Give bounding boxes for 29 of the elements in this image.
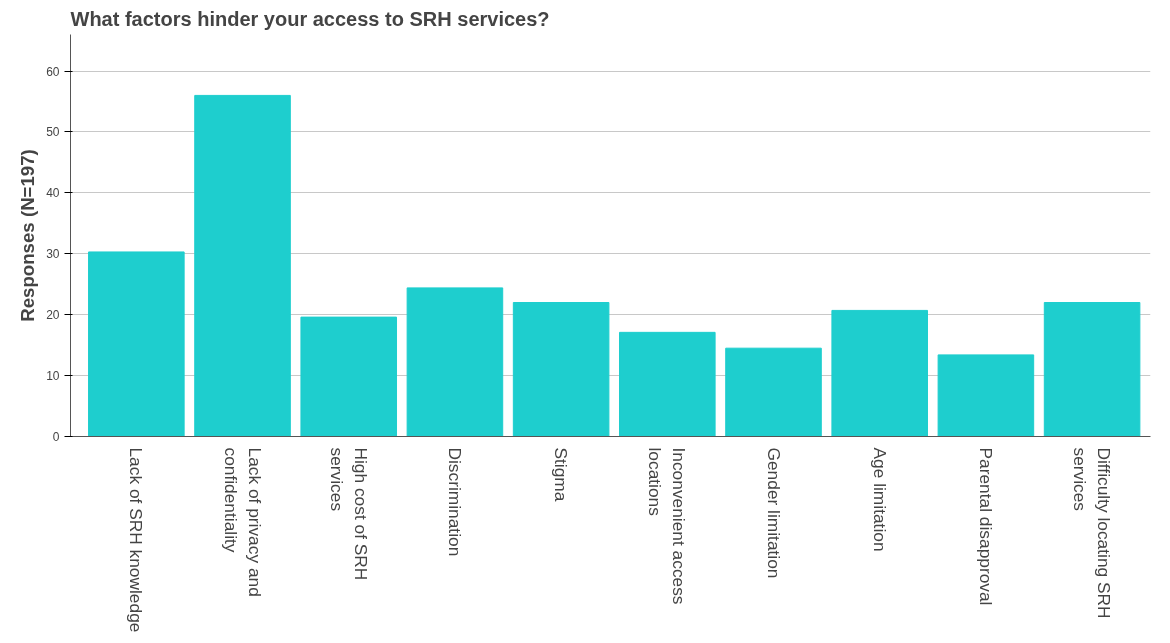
y-tick-label: 0 (52, 430, 60, 444)
x-tick-label: Discrimination (444, 447, 465, 557)
x-tick-label: Parental disapproval (975, 447, 996, 606)
bar (937, 354, 1035, 437)
y-tick-label: 60 (46, 64, 60, 79)
x-tick-label: Gender limitation (763, 447, 784, 579)
bar (831, 309, 928, 437)
bar (1043, 302, 1141, 437)
x-tick-label: Stigma (551, 447, 572, 502)
y-tick-label: 50 (46, 125, 60, 140)
y-axis-title: Responses (N=197) (17, 149, 39, 322)
x-tick-label: Difficulty locating SRH services (1070, 447, 1115, 619)
chart-title: What factors hinder your access to SRH services? (70, 7, 550, 30)
bar (88, 251, 185, 437)
y-tick-label: 10 (46, 369, 60, 384)
y-tick-label: 40 (46, 186, 60, 201)
y-tick-label: 30 (46, 247, 60, 262)
bar (619, 331, 716, 437)
bar (725, 347, 822, 437)
x-tick-label: Lack of privacy and confidentiality (220, 447, 265, 597)
y-tick-label: 20 (46, 308, 60, 323)
bar (512, 302, 610, 437)
bar (406, 287, 504, 437)
x-tick-label: High cost of SRH services (326, 447, 371, 581)
x-tick-label: Age limitation (869, 447, 890, 552)
x-tick-label: Inconvenient access locations (645, 447, 690, 605)
x-tick-label: Lack of SRH knowledge (126, 447, 147, 633)
bar (300, 316, 398, 437)
bar (194, 94, 291, 437)
